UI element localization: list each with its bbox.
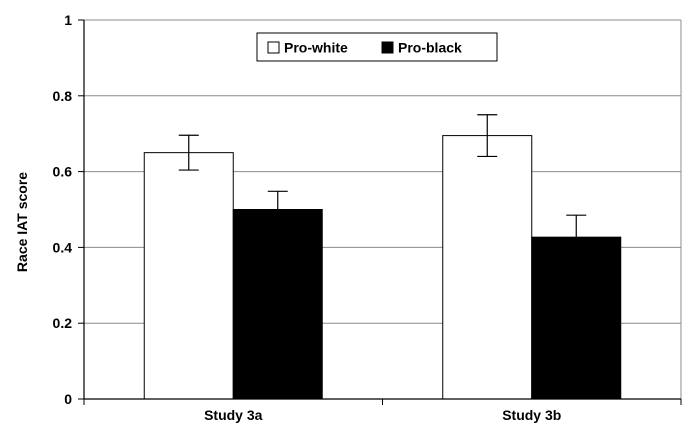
bar-pro-black-study-3a: [232, 209, 323, 400]
category-label: Study 3b: [502, 407, 561, 423]
y-tick-label: 0.4: [53, 239, 73, 255]
bar-pro-white-study-3a: [143, 152, 234, 400]
y-tick-label: 0.2: [53, 315, 73, 331]
bar-pro-white-study-3b: [442, 135, 533, 400]
legend-swatch-pro-black: [381, 41, 394, 54]
legend-label: Pro-white: [284, 40, 348, 56]
bar-pro-black-study-3b: [531, 236, 622, 400]
y-tick-label: 0.8: [53, 88, 73, 104]
legend: Pro-white Pro-black: [256, 32, 498, 62]
y-axis-title: Race IAT score: [14, 172, 30, 272]
legend-label: Pro-black: [398, 40, 462, 56]
legend-box: [256, 32, 498, 62]
y-tick-label: 0.6: [53, 164, 73, 180]
y-tick-labels: 0 0.2 0.4 0.6 0.8 1: [53, 12, 73, 407]
category-labels: Study 3a Study 3b: [204, 407, 561, 423]
axes: [78, 19, 682, 405]
error-bars: [178, 114, 587, 260]
legend-swatch-pro-white: [267, 41, 280, 54]
y-tick-label: 1: [64, 12, 72, 28]
category-label: Study 3a: [204, 407, 263, 423]
bars: [143, 135, 622, 400]
y-tick-label: 0: [64, 391, 72, 407]
